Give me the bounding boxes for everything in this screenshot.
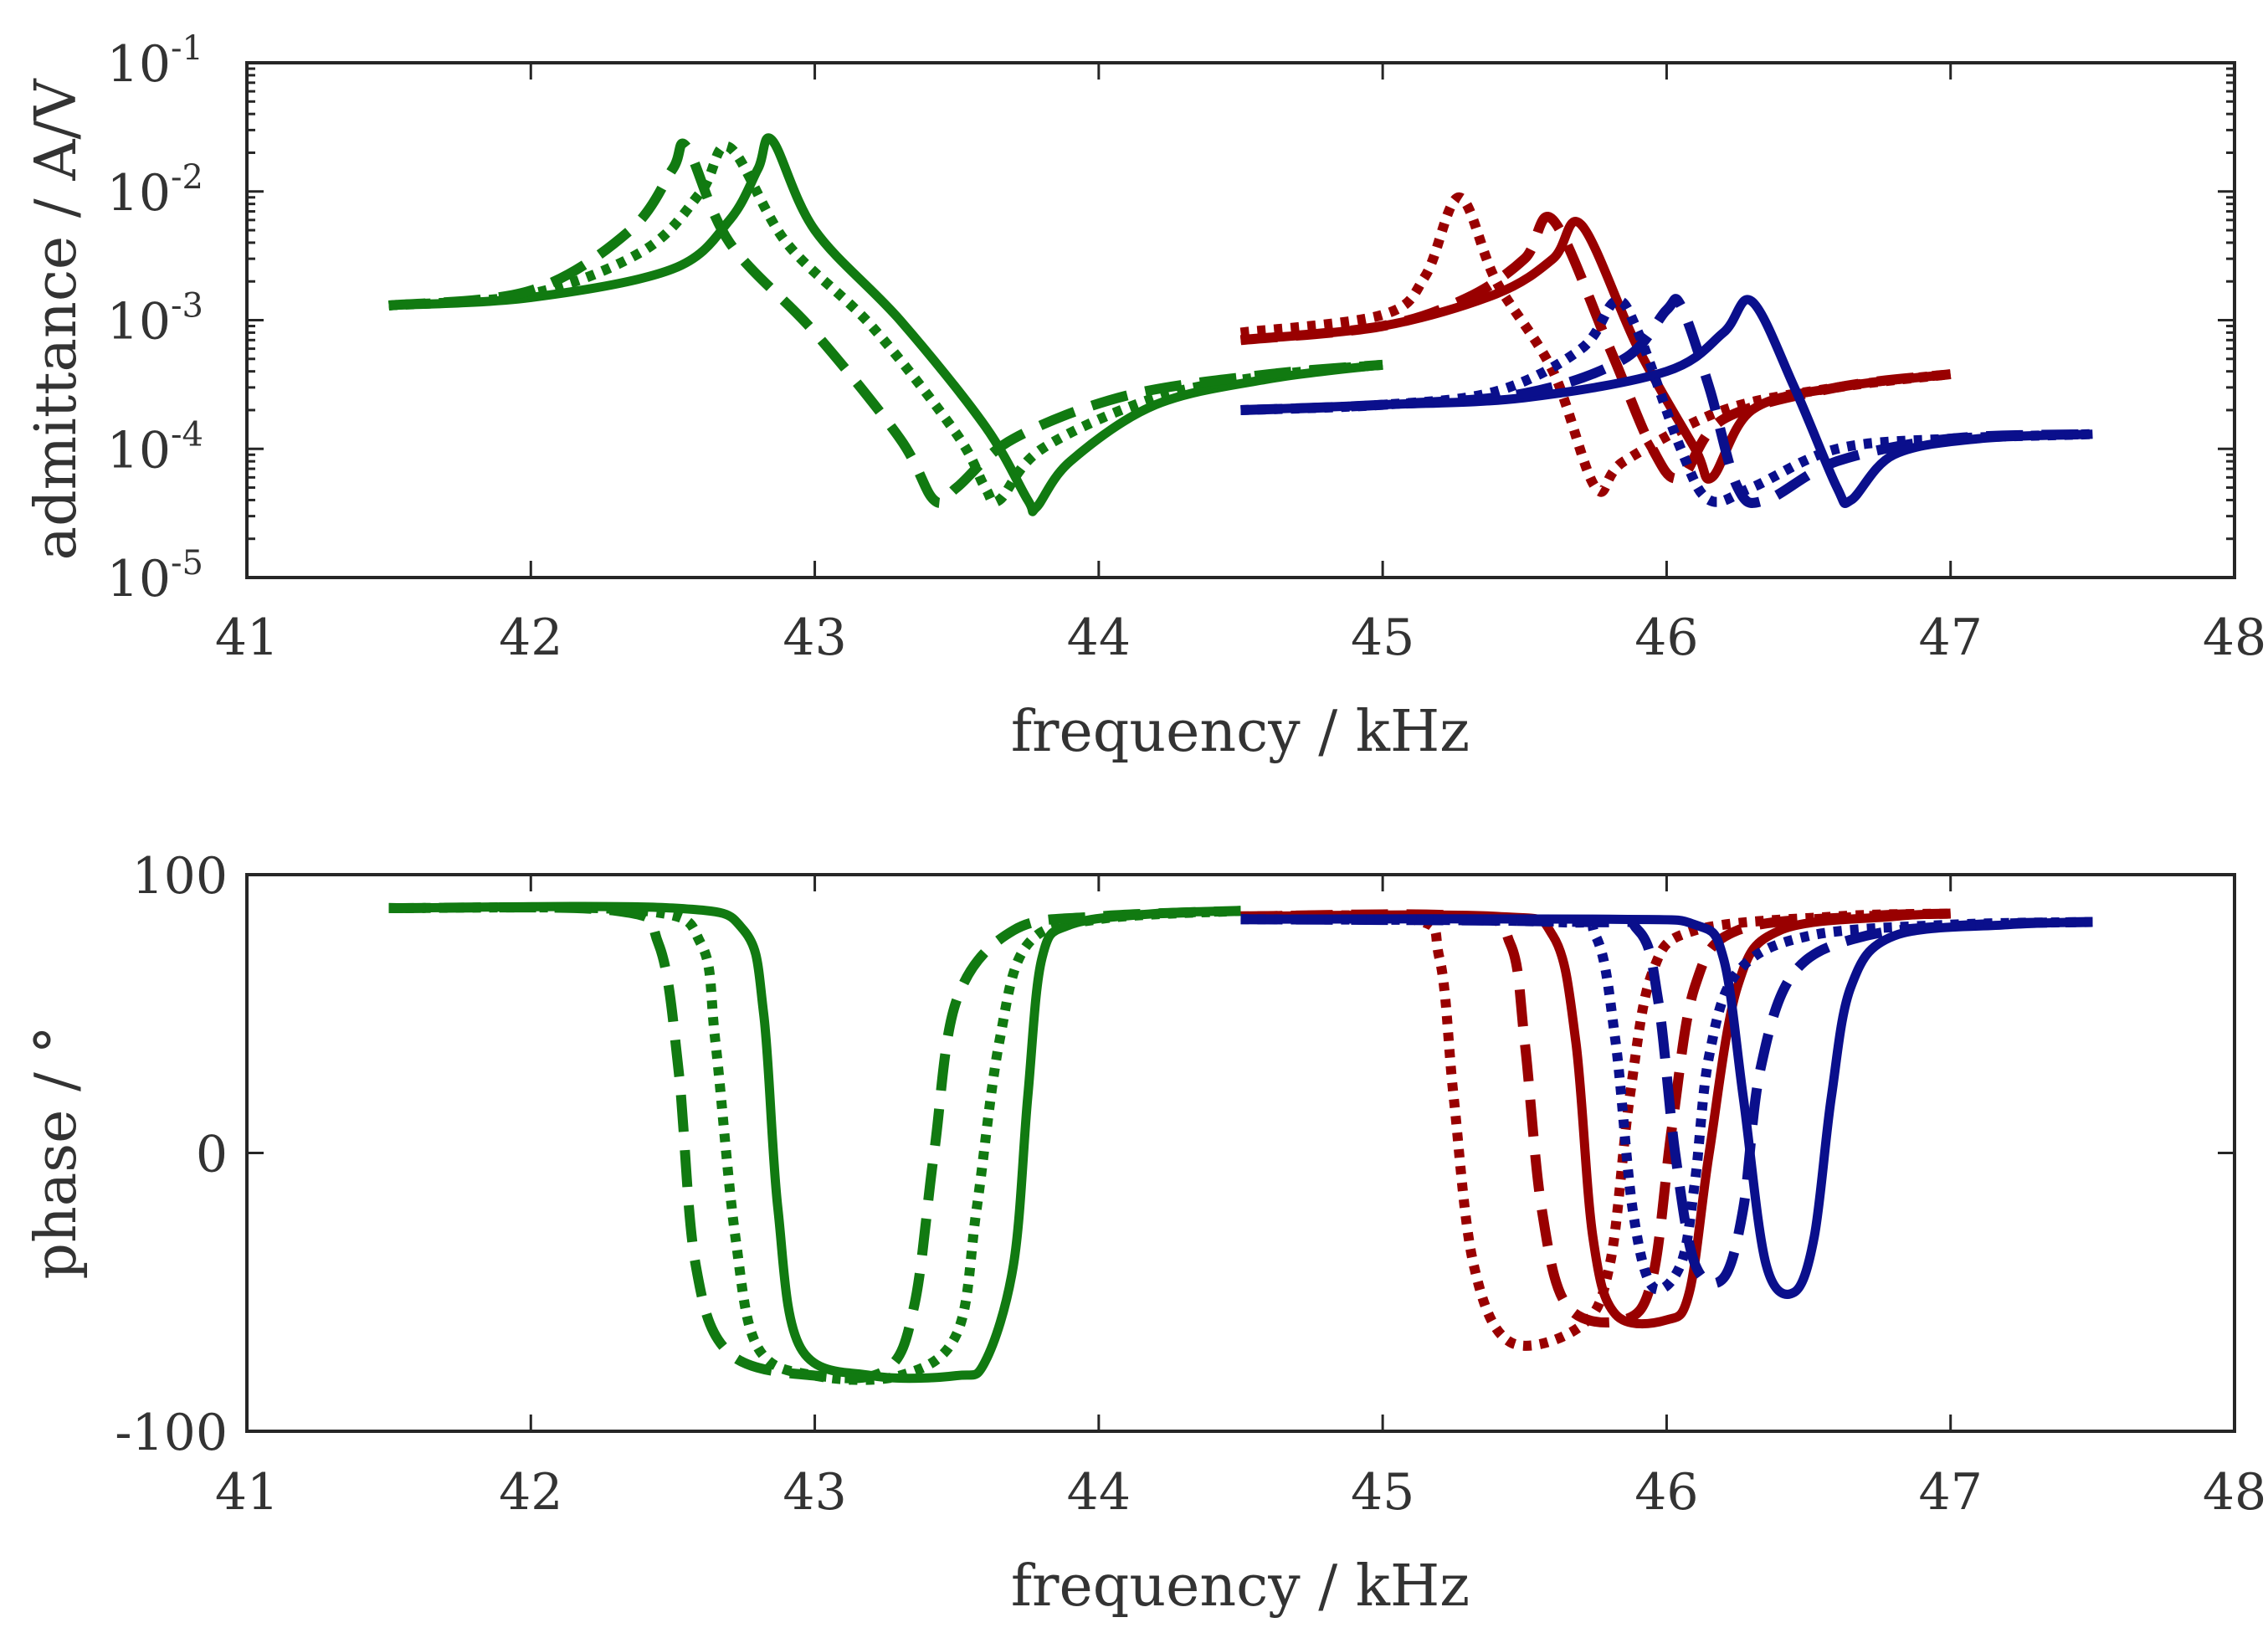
- admittance-series-red-dotted: [1239, 192, 1952, 497]
- phase-series-red-dashed: [1240, 908, 1951, 1328]
- phase-x-tick-label: 45: [1351, 1463, 1414, 1522]
- phase-y-tick-label: -100: [115, 1404, 228, 1462]
- admittance-y-tick-exponent: -2: [171, 158, 203, 197]
- admittance-series-group: [387, 133, 2093, 516]
- phase-series-group: [388, 901, 2093, 1385]
- admittance-y-tick-base: 10: [107, 421, 171, 480]
- phase-series-red-dotted: [1240, 908, 1951, 1351]
- phase-series-red-solid: [1240, 909, 1951, 1329]
- admittance-y-tick-base: 10: [107, 293, 171, 352]
- admittance-y-tick-label: 10-3: [107, 287, 203, 352]
- phase-x-axis-label: frequency / kHz: [1011, 1553, 1470, 1620]
- phase-series-blue-solid: [1240, 914, 2093, 1299]
- phase-x-tick-label: 46: [1634, 1463, 1698, 1522]
- admittance-x-tick-label: 45: [1351, 608, 1414, 667]
- admittance-y-tick-label: 10-5: [107, 544, 203, 608]
- admittance-x-tick-label: 43: [783, 608, 846, 667]
- admittance-x-tick-label: 41: [215, 608, 279, 667]
- phase-x-tick-label: 44: [1067, 1463, 1131, 1522]
- phase-x-tick-label: 41: [215, 1463, 279, 1522]
- admittance-series-red-dashed: [1239, 212, 1952, 484]
- phase-x-tick-label: 43: [783, 1463, 846, 1522]
- phase-x-tick-label: 48: [2203, 1463, 2266, 1522]
- admittance-y-tick-label: 10-2: [107, 158, 203, 223]
- admittance-y-tick-base: 10: [107, 164, 171, 223]
- admittance-series-green-solid: [388, 133, 1383, 516]
- admittance-y-tick-base: 10: [107, 550, 171, 608]
- admittance-y-tick-exponent: -4: [171, 415, 203, 454]
- admittance-series-blue-dotted: [1240, 295, 2093, 507]
- phase-plot: 41 42 43 44 45 46 47 48 -100 0 100 frequency / kHz…: [23, 847, 2266, 1620]
- admittance-x-tick-label: 44: [1067, 608, 1131, 667]
- phase-y-axis-label: phase / °: [23, 1025, 90, 1279]
- phase-series-green-solid: [388, 901, 1241, 1384]
- phase-plot-frame: [245, 873, 2236, 1433]
- admittance-x-tick-label: 47: [1919, 608, 1983, 667]
- admittance-series-red-solid: [1239, 217, 1952, 484]
- phase-series-blue-dotted: [1240, 914, 2093, 1295]
- phase-y-tick-label: 100: [131, 847, 228, 906]
- admittance-x-axis-label: frequency / kHz: [1011, 699, 1470, 765]
- phase-series-blue-dashed: [1240, 914, 2093, 1289]
- phase-axes: 41 42 43 44 45 46 47 48 -100 0 100: [115, 847, 2266, 1522]
- phase-x-tick-label: 47: [1919, 1463, 1983, 1522]
- phase-series-green-dashed: [388, 902, 1241, 1384]
- admittance-series-green-dashed: [387, 138, 1383, 508]
- admittance-x-tick-label: 48: [2203, 608, 2266, 667]
- admittance-series-blue-solid: [1240, 295, 2093, 509]
- admittance-y-tick-label: 10-4: [107, 415, 203, 480]
- admittance-x-tick-label: 46: [1634, 608, 1698, 667]
- admittance-y-tick-exponent: -1: [171, 29, 203, 68]
- admittance-plot-frame: [245, 61, 2236, 579]
- admittance-y-tick-base: 10: [107, 35, 171, 94]
- phase-series-green-dotted: [388, 902, 1241, 1385]
- admittance-series-green-dotted: [388, 141, 1383, 507]
- admittance-y-tick-label: 10-1: [107, 29, 203, 94]
- admittance-y-axis-label: admittance / A/V: [23, 78, 90, 561]
- phase-x-tick-label: 42: [499, 1463, 562, 1522]
- phase-y-tick-label: 0: [196, 1126, 228, 1184]
- admittance-y-tick-exponent: -3: [171, 287, 203, 326]
- admittance-y-tick-exponent: -5: [171, 544, 203, 583]
- admittance-x-tick-label: 42: [499, 608, 562, 667]
